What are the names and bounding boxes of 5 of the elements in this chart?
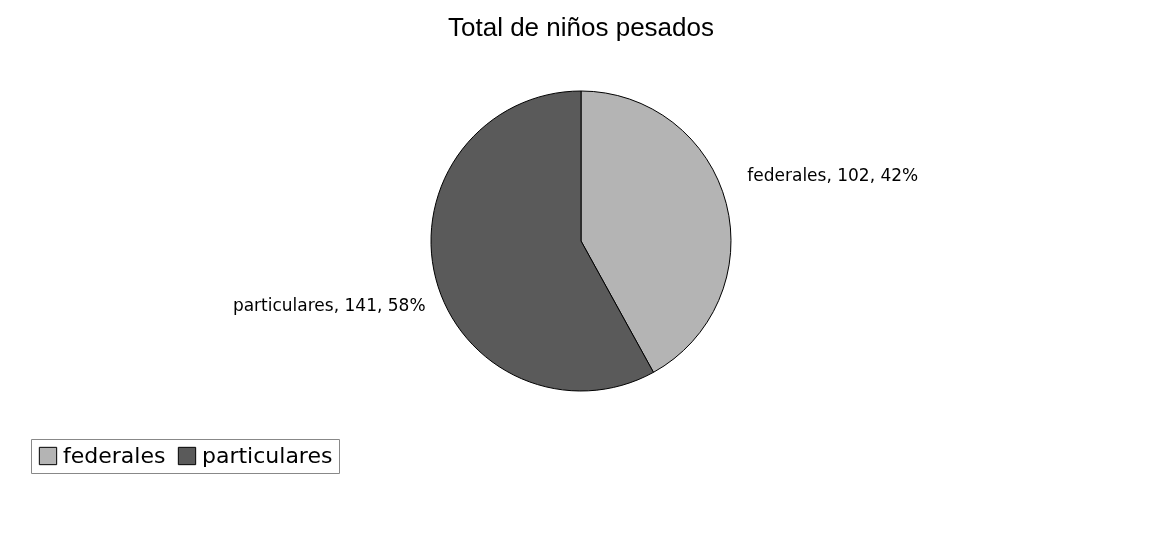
data-label: particulares, 141, 58% xyxy=(232,294,426,315)
legend-label: federales xyxy=(63,443,166,468)
data-label: federales, 102, 42% xyxy=(747,165,919,186)
chart-title: Total de niños pesados xyxy=(448,12,714,42)
legend-label: particulares xyxy=(202,443,333,468)
